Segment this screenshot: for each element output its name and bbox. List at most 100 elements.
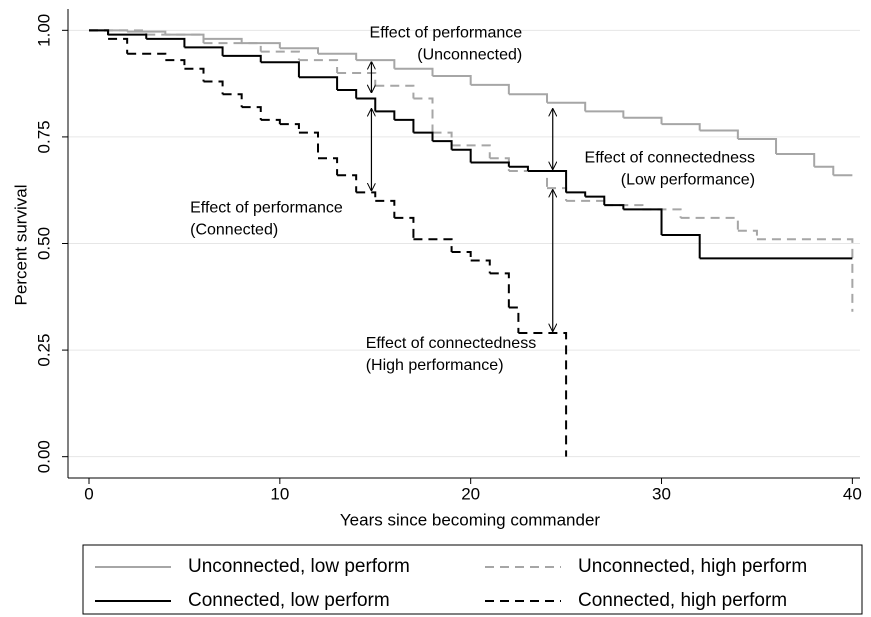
x-tick-label: 20 [461,484,480,503]
step-segment [203,80,224,95]
step-segment [260,61,300,78]
step-segment [337,71,377,86]
step-segment [146,37,186,48]
step-segment [680,216,739,231]
annotation: Effect of connectedness [366,335,536,352]
step-segment [470,83,510,95]
annotation: (High performance) [366,357,504,374]
step-segment [356,59,396,69]
step-segment [508,93,549,103]
step-segment [566,199,606,206]
step-segment [508,306,520,334]
step-segment [260,50,300,61]
step-segment [451,148,472,163]
step-segment [642,208,682,218]
step-segment [356,191,377,201]
step-segment [394,118,415,133]
step-segment [356,97,377,112]
step-segment [518,332,568,457]
step-segment [489,157,510,172]
step-segment [184,46,224,56]
step-segment [165,59,186,69]
step-segment [203,37,243,44]
step-segment [623,208,663,235]
step-segment [222,54,262,63]
step-segment [413,238,453,253]
step-segment [470,259,491,274]
step-segment [470,161,510,167]
step-segment [88,29,110,39]
x-tick-label: 30 [652,484,671,503]
step-segment [756,238,854,312]
step-segment [432,74,472,85]
step-segment [413,97,434,133]
step-segment [585,195,606,206]
step-segment [108,33,148,39]
step-segment [108,37,129,54]
step-segment [566,191,587,197]
x-tick-label: 40 [843,484,862,503]
step-segment [508,170,549,189]
step-segment [432,140,453,150]
step-segment [337,89,358,99]
step-segment [298,76,339,91]
step-segment [604,204,644,210]
step-segment [203,42,262,52]
step-segment [260,118,281,125]
annotation: Effect of performance [370,25,523,42]
step-segment [222,93,243,108]
step-segment [489,272,510,308]
x-tick-label: 0 [84,484,93,503]
step-segment [375,110,396,120]
step-segment [547,101,587,112]
step-segment [661,123,701,131]
step-segment [375,199,396,218]
annotation: (Low performance) [621,171,755,188]
step-segment [394,67,434,76]
legend-label: Unconnected, low perform [188,556,410,577]
step-segment [508,165,529,172]
step-segment [432,131,453,146]
step-segment [661,233,701,259]
step-segment [298,131,320,159]
annotation: Effect of connectedness [585,149,755,166]
step-segment [413,131,434,142]
step-segment [451,144,491,159]
legend-label: Connected, low perform [188,590,390,611]
step-segment [737,138,778,154]
step-segment [241,106,262,120]
annotation: Effect of performance [190,199,343,216]
step-segment [776,152,816,167]
y-tick-label: 0.00 [34,440,53,473]
step-segment [184,67,205,82]
x-tick-label: 10 [270,484,289,503]
annotation: (Connected) [190,221,278,238]
step-segment [318,157,339,176]
step-segment [585,110,625,118]
step-segment [298,59,339,73]
step-segment [146,33,205,44]
step-segment [814,165,835,176]
y-tick-label: 0.50 [34,227,53,260]
legend-label: Connected, high perform [578,590,787,611]
y-tick-label: 0.75 [34,120,53,153]
step-segment [737,229,758,240]
step-segment [604,204,625,210]
legend-label: Unconnected, high perform [578,556,807,577]
y-axis-title: Percent survival [11,185,30,306]
step-segment [375,84,415,99]
y-tick-label: 0.25 [34,334,53,367]
step-segment [279,123,300,133]
legend-box [82,544,863,615]
step-segment [623,116,663,125]
step-segment [279,47,320,54]
step-segment [394,216,415,240]
y-tick-label: 1.00 [34,14,53,47]
step-segment [127,52,167,61]
step-segment [527,170,568,193]
x-axis-title: Years since becoming commander [340,510,601,529]
step-segment [451,251,472,261]
step-segment [318,52,358,61]
step-segment [337,174,358,193]
